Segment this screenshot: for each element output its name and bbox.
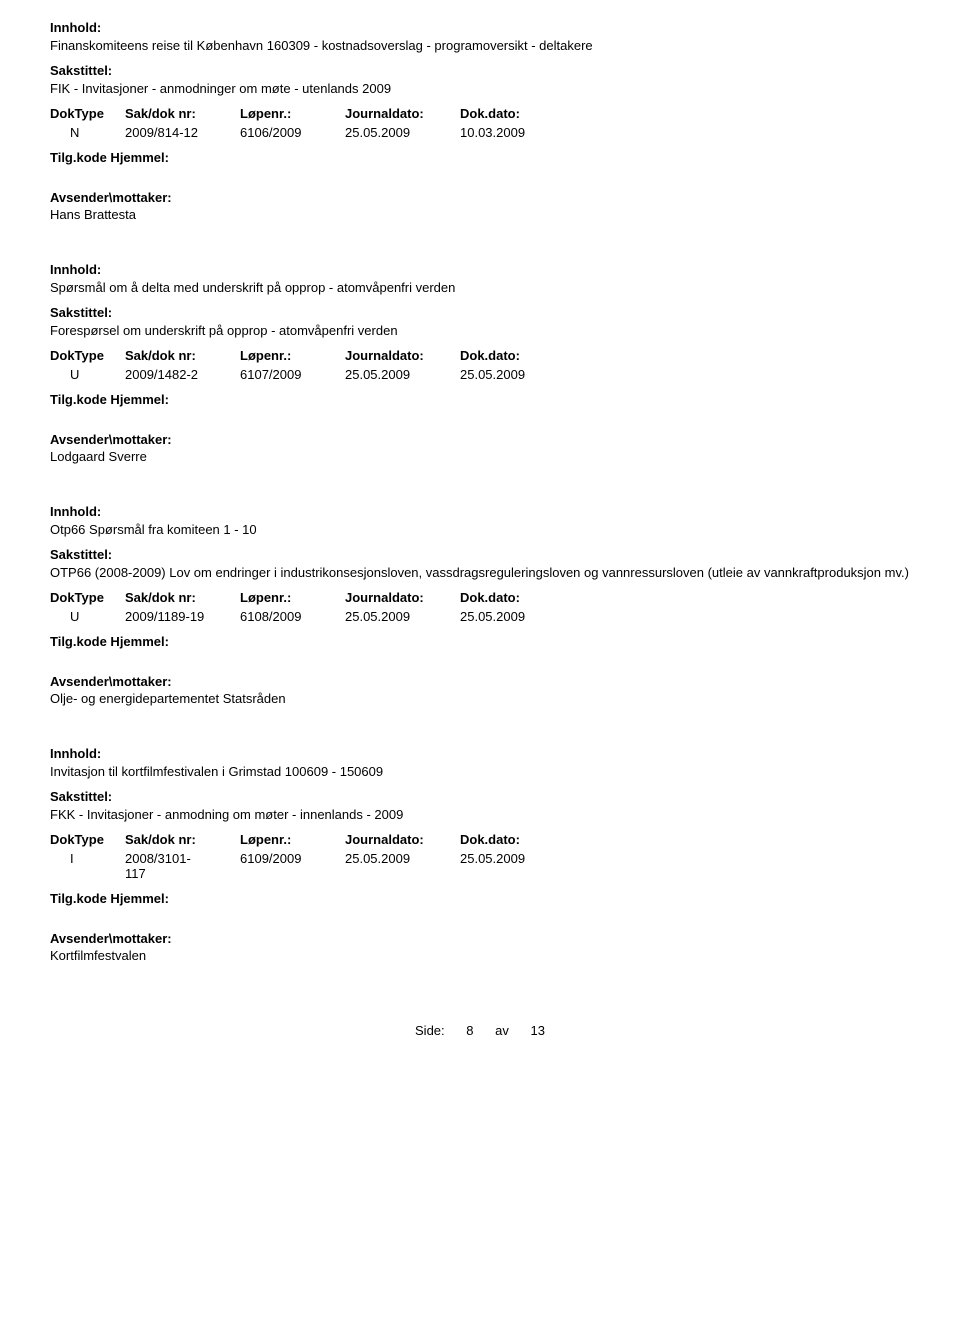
document-body: Innhold: Finanskomiteens reise til Køben… — [50, 20, 910, 1038]
dokdato-header: Dok.dato: — [460, 348, 575, 363]
avsender-value: Hans Brattesta — [50, 207, 910, 222]
avsender-label: Avsender\mottaker: — [50, 674, 910, 689]
lopenr-header: Løpenr.: — [240, 106, 345, 121]
journaldato-value: 25.05.2009 — [345, 609, 460, 624]
doktype-header: DokType — [50, 348, 125, 363]
page-footer: Side: 8 av 13 — [50, 1023, 910, 1038]
dokdato-header: Dok.dato: — [460, 106, 575, 121]
sakstittel-label: Sakstittel: — [50, 547, 910, 562]
lopenr-header: Løpenr.: — [240, 832, 345, 847]
lopenr-value: 6109/2009 — [240, 851, 345, 881]
innhold-label: Innhold: — [50, 504, 910, 519]
sakdok-value: 2009/814-12 — [125, 125, 240, 140]
sakdok-header: Sak/dok nr: — [125, 832, 240, 847]
metadata-header: DokType Sak/dok nr: Løpenr.: Journaldato… — [50, 590, 910, 605]
avsender-value: Lodgaard Sverre — [50, 449, 910, 464]
avsender-value: Kortfilmfestvalen — [50, 948, 910, 963]
doktype-value: U — [50, 367, 125, 382]
doktype-header: DokType — [50, 832, 125, 847]
journaldato-value: 25.05.2009 — [345, 125, 460, 140]
dokdato-value: 10.03.2009 — [460, 125, 575, 140]
metadata-values: I 2008/3101- 117 6109/2009 25.05.2009 25… — [50, 851, 910, 881]
tilgkode-label: Tilg.kode Hjemmel: — [50, 392, 910, 407]
doktype-value: I — [50, 851, 125, 881]
journaldato-header: Journaldato: — [345, 348, 460, 363]
sakstittel-label: Sakstittel: — [50, 789, 910, 804]
lopenr-value: 6107/2009 — [240, 367, 345, 382]
avsender-label: Avsender\mottaker: — [50, 190, 910, 205]
doktype-header: DokType — [50, 590, 125, 605]
sakstittel-text: FKK - Invitasjoner - anmodning om møter … — [50, 807, 910, 822]
doktype-value: U — [50, 609, 125, 624]
lopenr-value: 6108/2009 — [240, 609, 345, 624]
sakdok-value: 2009/1189-19 — [125, 609, 240, 624]
innhold-label: Innhold: — [50, 20, 910, 35]
journaldato-header: Journaldato: — [345, 590, 460, 605]
sakdok-value: 2008/3101- 117 — [125, 851, 240, 881]
sakstittel-text: FIK - Invitasjoner - anmodninger om møte… — [50, 81, 910, 96]
sakstittel-text: Forespørsel om underskrift på opprop - a… — [50, 323, 910, 338]
journal-entry: Innhold: Spørsmål om å delta med undersk… — [50, 262, 910, 464]
journaldato-header: Journaldato: — [345, 106, 460, 121]
sakdok-header: Sak/dok nr: — [125, 348, 240, 363]
lopenr-value: 6106/2009 — [240, 125, 345, 140]
dokdato-value: 25.05.2009 — [460, 609, 575, 624]
dokdato-header: Dok.dato: — [460, 832, 575, 847]
innhold-label: Innhold: — [50, 262, 910, 277]
tilgkode-label: Tilg.kode Hjemmel: — [50, 150, 910, 165]
metadata-header: DokType Sak/dok nr: Løpenr.: Journaldato… — [50, 832, 910, 847]
journaldato-header: Journaldato: — [345, 832, 460, 847]
sakdok-value-line2: 117 — [125, 866, 240, 881]
sakdok-header: Sak/dok nr: — [125, 106, 240, 121]
sakstittel-text: OTP66 (2008-2009) Lov om endringer i ind… — [50, 565, 910, 580]
sakstittel-label: Sakstittel: — [50, 305, 910, 320]
sakstittel-label: Sakstittel: — [50, 63, 910, 78]
metadata-header: DokType Sak/dok nr: Løpenr.: Journaldato… — [50, 106, 910, 121]
metadata-header: DokType Sak/dok nr: Løpenr.: Journaldato… — [50, 348, 910, 363]
footer-side-label: Side: — [415, 1023, 445, 1038]
lopenr-header: Løpenr.: — [240, 590, 345, 605]
journaldato-value: 25.05.2009 — [345, 851, 460, 881]
tilgkode-label: Tilg.kode Hjemmel: — [50, 891, 910, 906]
dokdato-value: 25.05.2009 — [460, 367, 575, 382]
avsender-value: Olje- og energidepartementet Statsråden — [50, 691, 910, 706]
dokdato-header: Dok.dato: — [460, 590, 575, 605]
innhold-text: Otp66 Spørsmål fra komiteen 1 - 10 — [50, 522, 910, 537]
doktype-value: N — [50, 125, 125, 140]
metadata-values: U 2009/1189-19 6108/2009 25.05.2009 25.0… — [50, 609, 910, 624]
footer-av-label: av — [495, 1023, 509, 1038]
innhold-text: Finanskomiteens reise til København 1603… — [50, 38, 910, 53]
journal-entry: Innhold: Invitasjon til kortfilmfestival… — [50, 746, 910, 963]
journaldato-value: 25.05.2009 — [345, 367, 460, 382]
doktype-header: DokType — [50, 106, 125, 121]
sakdok-value-line1: 2008/3101- — [125, 851, 240, 866]
journal-entry: Innhold: Finanskomiteens reise til Køben… — [50, 20, 910, 222]
dokdato-value: 25.05.2009 — [460, 851, 575, 881]
footer-page-number: 8 — [466, 1023, 473, 1038]
lopenr-header: Løpenr.: — [240, 348, 345, 363]
metadata-values: N 2009/814-12 6106/2009 25.05.2009 10.03… — [50, 125, 910, 140]
innhold-text: Spørsmål om å delta med underskrift på o… — [50, 280, 910, 295]
avsender-label: Avsender\mottaker: — [50, 931, 910, 946]
sakdok-header: Sak/dok nr: — [125, 590, 240, 605]
sakdok-value: 2009/1482-2 — [125, 367, 240, 382]
innhold-text: Invitasjon til kortfilmfestivalen i Grim… — [50, 764, 910, 779]
tilgkode-label: Tilg.kode Hjemmel: — [50, 634, 910, 649]
journal-entry: Innhold: Otp66 Spørsmål fra komiteen 1 -… — [50, 504, 910, 706]
footer-total-pages: 13 — [531, 1023, 545, 1038]
innhold-label: Innhold: — [50, 746, 910, 761]
metadata-values: U 2009/1482-2 6107/2009 25.05.2009 25.05… — [50, 367, 910, 382]
avsender-label: Avsender\mottaker: — [50, 432, 910, 447]
